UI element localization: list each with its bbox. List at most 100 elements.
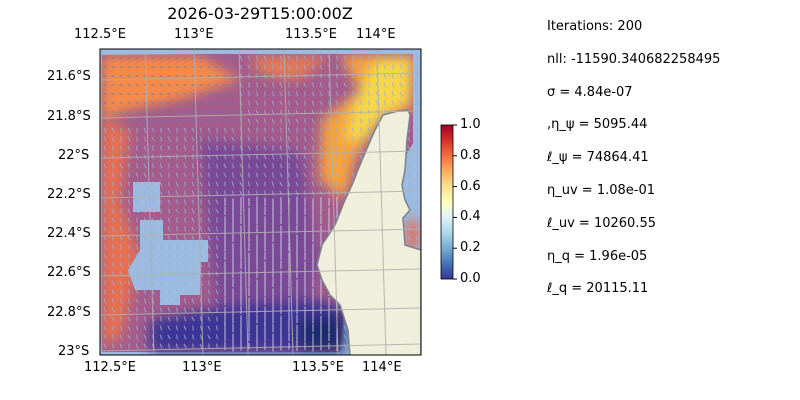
colorbar-tick-label: 1.0	[460, 117, 481, 132]
velocity-arrow	[247, 145, 251, 151]
velocity-arrow	[367, 55, 371, 61]
lat-label: 21.8°S	[47, 109, 91, 124]
velocity-arrow	[143, 307, 147, 313]
velocity-arrow	[247, 127, 251, 133]
velocity-arrow	[303, 172, 307, 178]
velocity-arrow	[215, 271, 219, 277]
velocity-arrow	[175, 253, 179, 259]
velocity-arrow	[392, 73, 394, 79]
velocity-arrow	[255, 73, 259, 79]
velocity-arrow	[255, 100, 259, 106]
stat-line: η_uv = 1.08e-01	[547, 183, 656, 198]
velocity-arrow	[247, 100, 251, 106]
velocity-arrow	[175, 334, 179, 340]
velocity-arrow	[175, 154, 179, 160]
colorbar-tick-label: 0.0	[460, 271, 481, 286]
velocity-arrow	[136, 145, 138, 151]
lat-label: 23°S	[58, 344, 90, 359]
velocity-arrow	[255, 64, 259, 70]
velocity-arrow	[167, 217, 171, 223]
map-frame	[99, 48, 422, 356]
velocity-arrow	[199, 145, 203, 151]
velocity-arrow	[119, 154, 123, 160]
velocity-arrow	[119, 244, 123, 250]
velocity-arrow	[303, 64, 307, 70]
velocity-arrow	[127, 190, 131, 196]
velocity-arrow	[151, 280, 155, 286]
velocity-arrow	[119, 334, 123, 340]
velocity-arrow	[335, 109, 339, 115]
velocity-arrow	[119, 262, 123, 268]
velocity-arrow	[183, 253, 187, 259]
velocity-arrow	[111, 307, 115, 313]
velocity-arrow	[208, 262, 210, 268]
velocity-arrow	[183, 145, 187, 151]
velocity-arrow	[312, 163, 314, 169]
velocity-arrow	[335, 64, 339, 70]
velocity-arrow	[143, 172, 147, 178]
gridline-parallel	[100, 307, 421, 316]
gridline-parallel	[100, 343, 421, 352]
velocity-arrow	[127, 136, 131, 142]
velocity-arrow	[295, 100, 299, 106]
velocity-arrow	[280, 127, 282, 133]
velocity-arrow	[344, 100, 346, 106]
velocity-arrow	[135, 208, 139, 214]
velocity-arrow	[360, 118, 362, 124]
velocity-arrow	[215, 172, 219, 178]
velocity-arrow	[311, 136, 315, 142]
velocity-arrow	[192, 334, 194, 340]
velocity-arrow	[255, 172, 259, 178]
velocity-arrow	[127, 127, 131, 133]
velocity-arrow	[279, 145, 283, 151]
velocity-arrow	[303, 136, 307, 142]
velocity-arrow	[207, 289, 211, 295]
velocity-arrow	[119, 325, 123, 331]
velocity-arrow	[264, 109, 266, 115]
velocity-arrow	[176, 325, 178, 331]
velocity-arrow	[263, 55, 267, 61]
velocity-arrow	[256, 145, 258, 151]
velocity-arrow	[128, 172, 130, 178]
velocity-arrow	[119, 136, 123, 142]
velocity-arrow	[183, 217, 187, 223]
velocity-arrow	[143, 217, 147, 223]
colorbar	[440, 124, 454, 280]
velocity-arrow	[183, 172, 187, 178]
velocity-arrow	[143, 145, 147, 151]
velocity-arrow	[151, 208, 155, 214]
velocity-arrow	[279, 64, 283, 70]
velocity-arrow	[416, 55, 418, 61]
velocity-arrow	[144, 280, 146, 286]
velocity-arrow	[343, 154, 347, 160]
velocity-arrow	[263, 64, 267, 70]
velocity-arrow	[192, 253, 194, 259]
gridline-parallel	[100, 190, 421, 199]
velocity-arrow	[383, 55, 387, 61]
velocity-arrow	[112, 253, 114, 259]
velocity-arrow	[279, 100, 283, 106]
velocity-arrow	[192, 163, 194, 169]
velocity-arrow	[279, 154, 283, 160]
velocity-arrow	[256, 55, 258, 61]
velocity-arrow	[135, 298, 139, 304]
velocity-arrow	[288, 181, 290, 187]
velocity-arrow	[103, 208, 107, 214]
velocity-arrow	[271, 172, 275, 178]
velocity-arrow	[135, 181, 139, 187]
velocity-arrow	[127, 334, 131, 340]
velocity-arrow	[296, 55, 298, 61]
velocity-arrow	[176, 235, 178, 241]
colorbar-ticks	[453, 124, 457, 280]
velocity-arrow	[143, 316, 147, 322]
velocity-arrow	[127, 316, 131, 322]
velocity-arrow	[111, 190, 115, 196]
velocity-arrow	[287, 154, 291, 160]
velocity-arrow	[327, 109, 331, 115]
velocity-arrow	[415, 118, 419, 124]
velocity-arrow	[127, 307, 131, 313]
colorbar-tick-label: 0.8	[460, 147, 481, 163]
velocity-arrow	[263, 136, 267, 142]
velocity-arrow	[216, 325, 218, 331]
